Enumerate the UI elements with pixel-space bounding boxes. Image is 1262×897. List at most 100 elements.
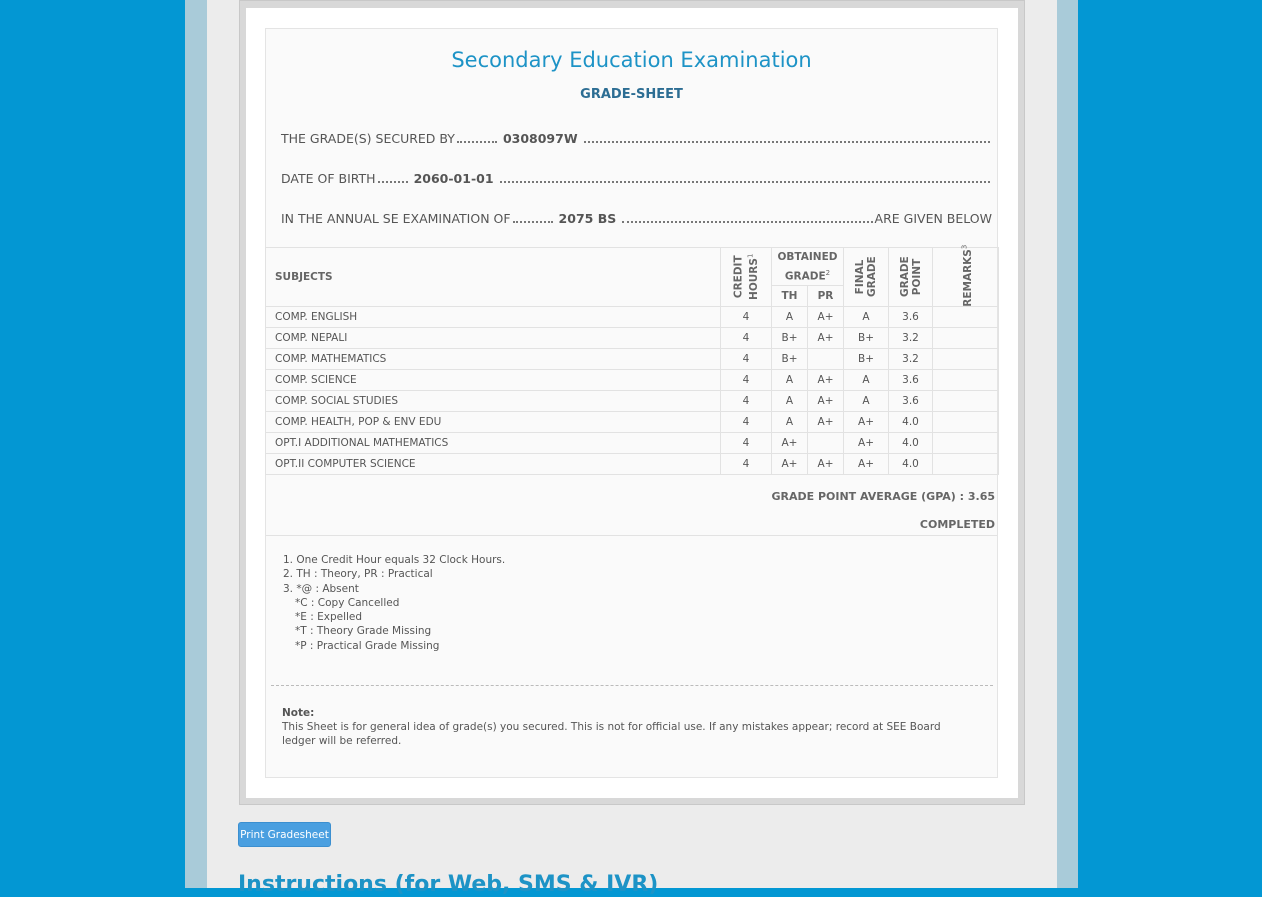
credit-hours: 4 — [720, 348, 772, 370]
final-grade: A+ — [843, 411, 890, 433]
header-credit: CREDIT HOURS1 — [720, 247, 772, 307]
final-grade: A — [843, 369, 890, 391]
subject: COMP. NEPALI — [265, 327, 721, 349]
header-remarks: REMARKS3 — [932, 244, 1000, 307]
header-pr: PR — [806, 285, 845, 307]
subject: OPT.II COMPUTER SCIENCE — [265, 453, 721, 475]
footnote: *T : Theory Grade Missing — [295, 625, 432, 638]
remarks — [932, 306, 1000, 328]
leader — [583, 141, 990, 143]
final-grade: A+ — [843, 453, 890, 475]
separator — [266, 535, 997, 536]
footnote-ref: 3 — [959, 244, 968, 250]
remarks — [932, 453, 1000, 475]
credit-hours: 4 — [720, 327, 772, 349]
header-final: FINAL GRADE — [843, 247, 890, 307]
detail-line: THE GRADE(S) SECURED BY 0308097W — [281, 131, 992, 146]
remarks — [932, 327, 1000, 349]
remarks — [932, 390, 1000, 412]
grade-th: A — [771, 369, 808, 391]
note-text: This Sheet is for general idea of grade(… — [282, 721, 941, 747]
grade-pr: A+ — [806, 327, 845, 349]
credit-hours: 4 — [720, 390, 772, 412]
remarks — [932, 432, 1000, 454]
leader — [499, 181, 990, 183]
grade-point: 3.6 — [888, 369, 934, 391]
grade-point: 3.6 — [888, 306, 934, 328]
grade-pr: A+ — [806, 369, 845, 391]
status: COMPLETED — [919, 518, 995, 531]
grade-th: B+ — [771, 348, 808, 370]
grade-point: 4.0 — [888, 453, 934, 475]
grade-point: 3.2 — [888, 327, 934, 349]
subject: COMP. SOCIAL STUDIES — [265, 390, 721, 412]
grade-point: 4.0 — [888, 411, 934, 433]
label: IN THE ANNUAL SE EXAMINATION OF — [281, 211, 511, 226]
final-grade: A — [843, 306, 890, 328]
header-text: REMARKS — [961, 249, 974, 307]
table-row: COMP. MATHEMATICS 4 B+ B+ 3.2 — [265, 348, 1000, 370]
remarks — [932, 369, 1000, 391]
value: 2075 BS — [558, 211, 617, 226]
table-row: OPT.I ADDITIONAL MATHEMATICS 4 A+ A+ 4.0 — [265, 432, 1000, 454]
table-row: OPT.II COMPUTER SCIENCE 4 A+ A+ A+ 4.0 — [265, 453, 1000, 475]
gpa-label: GRADE POINT AVERAGE (GPA) : — [771, 490, 965, 503]
grade-pr: A+ — [806, 306, 845, 328]
final-grade: A — [843, 390, 890, 412]
grade-pr: A+ — [806, 411, 845, 433]
header-text: OBTAINED GRADE — [777, 250, 838, 283]
table-body: COMP. ENGLISH 4 A A+ A 3.6 COMP. NEPALI 4 B+ A+ B+… — [265, 306, 1000, 475]
header-text: GRADE POINT — [898, 256, 923, 297]
print-button[interactable]: Print Gradesheet — [238, 822, 331, 847]
leader — [512, 221, 553, 223]
subject: COMP. HEALTH, POP & ENV EDU — [265, 411, 721, 433]
suffix: ARE GIVEN BELOW — [874, 211, 992, 226]
credit-hours: 4 — [720, 369, 772, 391]
subject: COMP. SCIENCE — [265, 369, 721, 391]
detail-line: DATE OF BIRTH 2060-01-01 — [281, 171, 992, 186]
subject: COMP. ENGLISH — [265, 306, 721, 328]
grade-th: A — [771, 390, 808, 412]
gpa-value: 3.65 — [967, 490, 995, 503]
table-row: COMP. HEALTH, POP & ENV EDU 4 A A+ A+ 4.0 — [265, 411, 1000, 433]
grade-th: B+ — [771, 327, 808, 349]
header-text: FINAL GRADE — [854, 256, 879, 297]
leader — [622, 221, 873, 223]
grade-point: 3.6 — [888, 390, 934, 412]
footnote: 3. *@ : Absent — [283, 582, 359, 595]
table-row: COMP. NEPALI 4 B+ A+ B+ 3.2 — [265, 327, 1000, 349]
header-subjects: SUBJECTS — [265, 247, 721, 307]
credit-hours: 4 — [720, 306, 772, 328]
footnote: *P : Practical Grade Missing — [295, 639, 440, 652]
remarks — [932, 411, 1000, 433]
footnote: *C : Copy Cancelled — [295, 596, 400, 609]
table-row: COMP. SOCIAL STUDIES 4 A A+ A 3.6 — [265, 390, 1000, 412]
grade-th: A — [771, 306, 808, 328]
credit-hours: 4 — [720, 411, 772, 433]
grade-point: 4.0 — [888, 432, 934, 454]
credit-hours: 4 — [720, 432, 772, 454]
credit-hours: 4 — [720, 453, 772, 475]
leader — [377, 181, 408, 183]
section-heading: Instructions (for Web, SMS & IVR) — [238, 872, 659, 897]
value: 0308097W — [502, 131, 578, 146]
header-obtained: OBTAINED GRADE2 — [770, 247, 845, 286]
grade-pr: A+ — [806, 390, 845, 412]
header-text: CREDIT HOURS — [732, 255, 760, 301]
footnote: *E : Expelled — [295, 611, 363, 624]
footnote: 1. One Credit Hour equals 32 Clock Hours… — [283, 554, 506, 566]
grade-pr — [806, 432, 845, 454]
final-grade: B+ — [843, 348, 890, 370]
final-grade: B+ — [843, 327, 890, 349]
subtitle: GRADE-SHEET — [580, 87, 683, 102]
detail-line: IN THE ANNUAL SE EXAMINATION OF 2075 BS AR… — [281, 211, 992, 226]
grade-th: A — [771, 411, 808, 433]
table-row: COMP. ENGLISH 4 A A+ A 3.6 — [265, 306, 1000, 328]
gpa: GRADE POINT AVERAGE (GPA) : 3.65 — [771, 490, 995, 503]
footnote-ref: 1 — [746, 253, 755, 259]
header-th: TH — [771, 285, 808, 307]
label: DATE OF BIRTH — [281, 171, 376, 186]
note-title: Note: — [282, 707, 315, 719]
